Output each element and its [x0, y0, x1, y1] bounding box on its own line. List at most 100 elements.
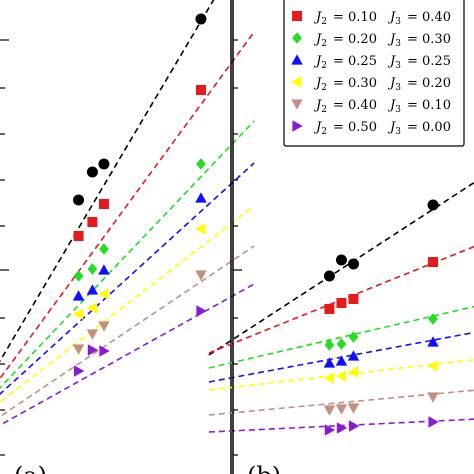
panel-a-fit-line-triangle-left [0, 205, 255, 404]
panel-b-left-ticks [233, 39, 242, 456]
panel-b-point-circle-3 [427, 199, 439, 211]
panel-b-point-square-3 [428, 257, 439, 267]
panel-a-point-square-1 [87, 217, 98, 227]
panel-a-fit-line-triangle-right [0, 283, 255, 427]
legend-j3-value: = 0.00 [407, 120, 451, 135]
panel-b-point-triangle-up-3 [427, 336, 439, 347]
legend-j2-value: = 0.50 [333, 120, 377, 135]
panel-b-point-circle-0 [323, 270, 335, 282]
panel-a-point-triangle-down-0 [72, 344, 85, 355]
legend-j2-value: = 0.30 [333, 76, 377, 91]
panel-a-point-triangle-right-1 [87, 344, 99, 356]
legend-j2-value: = 0.20 [333, 32, 377, 47]
panel-a-point-triangle-down-1 [86, 329, 99, 340]
panel-a-point-triangle-right-2 [99, 345, 110, 357]
panel-a-point-triangle-down-3 [195, 270, 207, 281]
legend-entry: J2 = 0.50 J3 = 0.00 [292, 120, 451, 137]
panel-b-fit-line-triangle-up [208, 331, 474, 383]
panel-b-point-triangle-up-0 [323, 357, 336, 368]
legend-j3-value: = 0.25 [407, 54, 451, 69]
panel-a-point-diamond-0 [73, 270, 84, 282]
panel-a-point-diamond-2 [99, 243, 109, 255]
legend-j2-value: = 0.40 [333, 98, 377, 113]
panel-a-point-square-0 [73, 231, 84, 241]
legend-rows: J2 = 0.10 J3 = 0.40 J2 = 0.20 J3 = 0.30 J2 = 0.25… [291, 10, 451, 137]
panel-b-point-square-1 [336, 298, 347, 308]
panel-a-point-square-3 [195, 85, 206, 95]
legend-j2-value: = 0.10 [333, 10, 377, 25]
panel-b-point-square-0 [324, 304, 335, 314]
panel-a-point-triangle-up-1 [86, 284, 99, 295]
panel-a-point-circle-0 [73, 194, 85, 206]
panel-b-point-triangle-down-1 [335, 404, 348, 415]
legend-marker-triangle-left [291, 76, 302, 88]
legend-entry: J2 = 0.25 J3 = 0.25 [291, 54, 451, 71]
panel-a-fit-line-triangle-down [0, 245, 255, 418]
panel-b-point-diamond-0 [324, 339, 335, 351]
panel-b-point-triangle-right-2 [348, 420, 360, 432]
panel-a-point-triangle-left-3 [195, 223, 206, 235]
legend-entry: J2 = 0.10 J3 = 0.40 [292, 10, 451, 27]
panel-a-fit-line-triangle-up [0, 162, 255, 396]
panel-a-fit-line-diamond [0, 120, 255, 389]
legend-j3-value: = 0.30 [407, 32, 451, 47]
legend-marker-triangle-up [291, 54, 303, 65]
panel-a-point-triangle-right-0 [73, 365, 85, 377]
legend-j2-value: = 0.25 [333, 54, 377, 69]
panel-a-label: (a) [14, 462, 47, 474]
panel-b-point-triangle-left-1 [335, 370, 347, 382]
panel-a-point-triangle-left-0 [72, 308, 84, 320]
panel-a-left-ticks [0, 39, 9, 456]
panel-a-point-triangle-right-3 [196, 305, 207, 317]
legend-j3-value: = 0.10 [407, 98, 451, 113]
panel-b-point-diamond-1 [336, 338, 347, 350]
panel-b-point-triangle-right-3 [428, 416, 439, 428]
legend-entry: J2 = 0.30 J3 = 0.20 [291, 76, 451, 93]
panel-b-point-triangle-up-2 [347, 350, 360, 361]
panel-b-fit-line-triangle-down [208, 389, 474, 416]
panel-b-point-diamond-2 [348, 331, 359, 343]
legend-box [283, 0, 465, 147]
panel-b-point-triangle-right-0 [324, 424, 336, 436]
panel-b-point-triangle-left-3 [427, 360, 438, 372]
panel-b-point-triangle-left-2 [347, 366, 359, 378]
legend: J2 = 0.10 J3 = 0.40 J2 = 0.20 J3 = 0.30 J2 = 0.25… [283, 0, 465, 147]
panel-b-label: (b) [247, 462, 281, 474]
panel-a-point-triangle-up-0 [72, 290, 85, 301]
panel-a-point-diamond-3 [196, 158, 206, 170]
panel-a-point-triangle-up-2 [98, 264, 110, 275]
legend-marker-triangle-down [291, 99, 303, 110]
panel-a-point-triangle-down-2 [98, 321, 110, 332]
panel-a-point-square-2 [98, 199, 109, 209]
panel-b-point-square-2 [348, 294, 359, 304]
legend-marker-diamond [292, 32, 302, 44]
panel-a-point-triangle-up-3 [195, 192, 207, 203]
panel-b-point-triangle-right-1 [336, 422, 348, 434]
legend-j3-value: = 0.40 [407, 10, 451, 25]
legend-marker-triangle-right [292, 120, 303, 132]
panel-a-point-circle-1 [86, 166, 98, 178]
legend-entry: J2 = 0.40 J3 = 0.10 [291, 98, 451, 115]
panel-b-point-triangle-up-1 [335, 355, 348, 366]
panel-b-point-triangle-down-0 [323, 405, 336, 416]
panel-a-point-triangle-left-2 [98, 288, 109, 300]
legend-entry: J2 = 0.20 J3 = 0.30 [292, 32, 451, 49]
panel-b-point-circle-1 [335, 254, 347, 266]
panel-a-fit-line-square [0, 31, 255, 380]
panel-b-point-triangle-down-3 [427, 392, 439, 403]
panel-b-markers [323, 199, 439, 436]
panel-a-point-circle-2 [98, 158, 110, 170]
panel-a-fit-lines [0, 0, 255, 427]
legend-marker-square [292, 11, 302, 21]
panel-b-point-diamond-3 [428, 313, 438, 325]
panel-a-point-diamond-1 [87, 263, 98, 275]
legend-j3-value: = 0.20 [407, 76, 451, 91]
panel-a-point-triangle-left-1 [86, 302, 97, 314]
panel-b-point-triangle-down-2 [347, 403, 360, 414]
panel-b-point-circle-2 [348, 258, 359, 270]
panel-a-point-circle-3 [195, 13, 207, 25]
panel-a: (a) [0, 0, 255, 474]
panel-b-point-triangle-left-0 [323, 372, 334, 384]
